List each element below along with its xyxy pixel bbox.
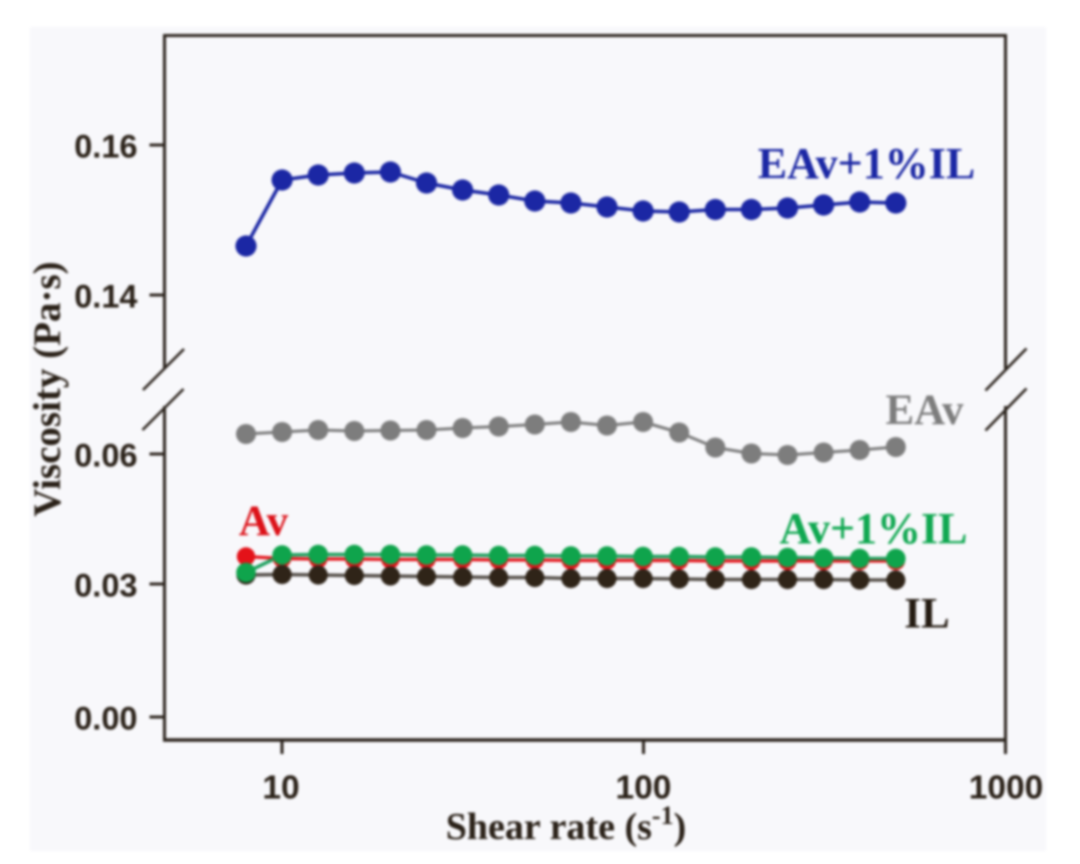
svg-text:EAv: EAv bbox=[885, 387, 964, 434]
svg-text:Shear rate (s-1): Shear rate (s-1) bbox=[446, 801, 686, 848]
svg-text:Viscosity (Pa·s): Viscosity (Pa·s) bbox=[26, 261, 69, 516]
svg-text:1000: 1000 bbox=[969, 770, 1044, 807]
svg-text:10: 10 bbox=[262, 770, 299, 807]
svg-text:Av: Av bbox=[239, 498, 289, 545]
svg-text:0.14: 0.14 bbox=[74, 279, 137, 315]
svg-text:IL: IL bbox=[904, 591, 949, 638]
svg-text:0.06: 0.06 bbox=[74, 438, 137, 474]
svg-text:0.00: 0.00 bbox=[74, 701, 137, 737]
svg-text:0.16: 0.16 bbox=[74, 129, 137, 165]
svg-text:EAv+1%IL: EAv+1%IL bbox=[758, 139, 975, 188]
svg-text:Av+1%IL: Av+1%IL bbox=[779, 504, 967, 553]
svg-text:0.03: 0.03 bbox=[74, 568, 137, 604]
svg-text:100: 100 bbox=[616, 770, 672, 807]
